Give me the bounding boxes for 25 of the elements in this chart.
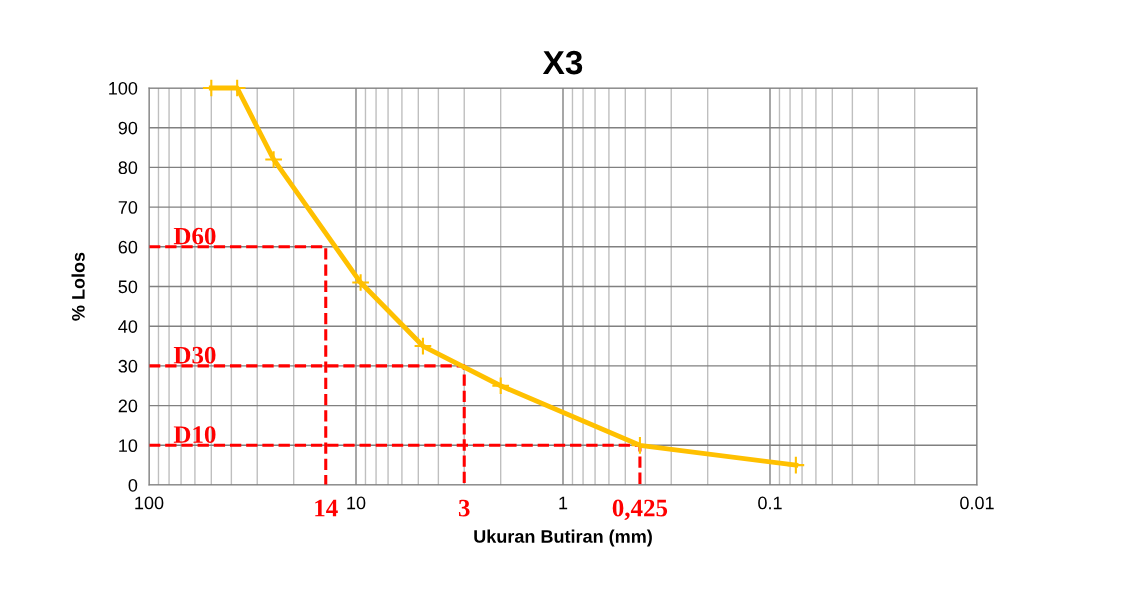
y-tick-label: 10 <box>119 439 138 453</box>
x-tick-label: 0.1 <box>758 496 782 510</box>
annotation: 3 <box>458 499 470 517</box>
y-tick-label: 60 <box>118 240 138 254</box>
x-tick-label: 1 <box>559 496 568 510</box>
annotation: D60 <box>173 227 216 245</box>
y-tick-label: 90 <box>118 121 138 135</box>
x-tick-label: 100 <box>135 496 164 510</box>
y-tick-label: 20 <box>118 399 138 413</box>
x-tick-label: 10 <box>347 496 366 510</box>
annotation: 0,425 <box>612 499 668 521</box>
y-tick-label: 50 <box>118 280 138 294</box>
x-axis-title: Ukuran Butiran (mm) <box>474 529 652 547</box>
annotation: D30 <box>173 346 216 364</box>
y-tick-label: 30 <box>118 359 138 373</box>
annotation: 14 <box>315 499 338 517</box>
y-tick-label: 100 <box>109 81 138 95</box>
chart-title: X3 <box>542 50 583 75</box>
y-axis-title: % Lolos <box>71 252 85 321</box>
y-tick-label: 70 <box>118 201 138 214</box>
y-tick-label: 0 <box>128 478 138 492</box>
y-tick-label: 40 <box>118 320 138 333</box>
x-tick-label: 0.01 <box>960 496 994 510</box>
y-tick-label: 80 <box>118 161 138 175</box>
annotation: D10 <box>173 426 216 443</box>
